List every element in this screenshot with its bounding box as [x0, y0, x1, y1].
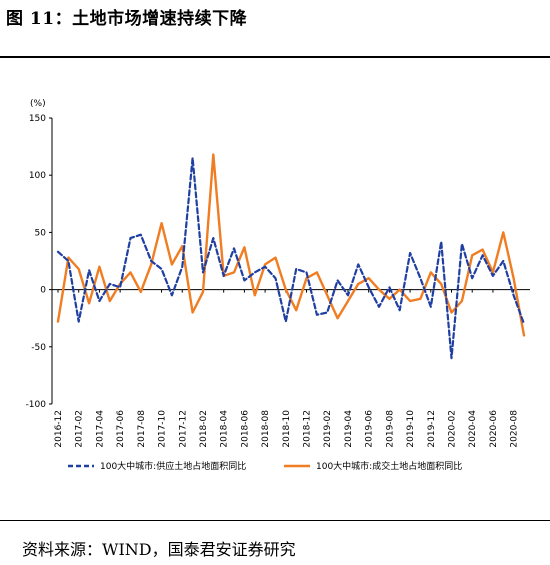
series-line-2	[56, 153, 526, 337]
x-tick-label: 2018-08	[261, 410, 271, 448]
x-tick-labels: 2016-12 2017-02 2017-04 2017-06 2017-08 2017-…	[54, 410, 520, 448]
x-tick-label: 2017-08	[137, 410, 147, 448]
bottom-rule	[0, 520, 550, 521]
x-tick-label: 2017-04	[95, 410, 105, 448]
x-tick-label: 2017-12	[178, 410, 188, 448]
line-chart: (%) 150 100 50 0 -50 -100 2016-12 2017-02 2017-…	[26, 99, 530, 472]
x-tick-label: 2018-10	[282, 410, 292, 448]
x-tick-label: 2018-02	[199, 410, 209, 448]
x-tick-label: 2019-08	[385, 410, 395, 448]
legend: 100大中城市:供应土地占地面积同比 100大中城市:成交土地占地面积同比	[68, 460, 462, 472]
axes	[49, 117, 530, 405]
x-tick-label: 2020-04	[468, 410, 478, 448]
x-tick-label: 2018-06	[240, 410, 250, 448]
top-rule	[0, 56, 550, 58]
x-tick-label: 2016-12	[54, 410, 64, 448]
y-tick-label: 150	[29, 114, 46, 124]
y-tick-label: 0	[40, 286, 46, 296]
x-tick-label: 2018-04	[220, 410, 230, 448]
x-tick-label: 2019-06	[365, 410, 375, 448]
x-tick-label: 2017-02	[75, 410, 85, 448]
source-note: 资料来源：WIND，国泰君安证券研究	[22, 540, 296, 559]
legend-label-1: 100大中城市:供应土地占地面积同比	[100, 460, 246, 472]
x-tick-label: 2020-06	[489, 410, 499, 448]
y-tick-labels: 150 100 50 0 -50 -100	[26, 114, 47, 410]
y-tick-label: -100	[26, 400, 47, 410]
figure-title: 图 11：土地市场增速持续下降	[6, 9, 248, 29]
x-tick-label: 2017-10	[158, 410, 168, 448]
legend-label-2: 100大中城市:成交土地占地面积同比	[316, 460, 462, 472]
series-line-1	[56, 156, 526, 360]
x-tick-label: 2019-02	[323, 410, 333, 448]
x-tick-label: 2017-06	[116, 410, 126, 448]
y-tick-label: 50	[35, 228, 47, 238]
y-tick-label: -50	[31, 343, 46, 353]
x-tick-label: 2019-04	[344, 410, 354, 448]
x-tick-label: 2019-10	[406, 410, 416, 448]
y-tick-label: 100	[29, 171, 46, 181]
x-tick-label: 2020-02	[448, 410, 458, 448]
series-lines	[56, 153, 526, 360]
x-tick-label: 2018-12	[303, 410, 313, 448]
x-tick-label: 2019-12	[427, 410, 437, 448]
x-tick-label: 2020-08	[510, 410, 520, 448]
y-unit-label: (%)	[30, 99, 46, 109]
